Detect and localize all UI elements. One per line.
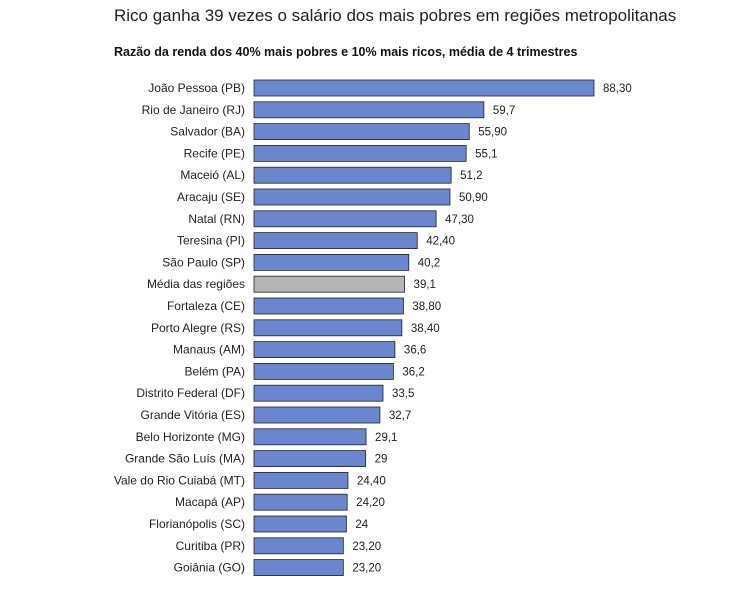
category-label: Belém (PA) xyxy=(185,364,245,378)
value-label: 24 xyxy=(355,519,368,531)
value-label: 39,1 xyxy=(414,279,436,291)
value-label: 88,30 xyxy=(603,83,632,95)
category-label: Teresina (PI) xyxy=(177,234,245,248)
value-label: 36,2 xyxy=(402,366,424,378)
category-label: Curitiba (PR) xyxy=(176,539,245,553)
bar xyxy=(253,232,418,250)
category-label: Fortaleza (CE) xyxy=(167,299,245,313)
category-label: Maceió (AL) xyxy=(180,168,245,182)
category-label: Média das regiões xyxy=(147,277,245,291)
value-label: 29 xyxy=(375,454,388,466)
bar xyxy=(253,450,367,468)
category-label: Florianópolis (SC) xyxy=(149,517,245,531)
value-label: 40,2 xyxy=(418,257,440,269)
value-label: 33,5 xyxy=(392,388,414,400)
category-label: Grande Vitória (ES) xyxy=(141,408,246,422)
bar xyxy=(253,144,467,162)
bar xyxy=(253,384,384,402)
category-label: Recife (PE) xyxy=(184,146,245,160)
category-label: Natal (RN) xyxy=(188,212,245,226)
bar xyxy=(253,537,344,555)
value-label: 29,1 xyxy=(375,432,397,444)
category-label: Belo Horizonte (MG) xyxy=(136,430,245,444)
value-label: 24,40 xyxy=(357,475,386,487)
bar xyxy=(253,471,349,489)
bar xyxy=(253,515,347,533)
category-label: Vale do Rio Cuiabá (MT) xyxy=(114,473,245,487)
category-label: Manaus (AM) xyxy=(173,343,245,357)
value-label: 38,80 xyxy=(412,301,441,313)
bar xyxy=(253,210,437,228)
bar xyxy=(253,428,367,446)
bar xyxy=(253,297,404,315)
bar xyxy=(253,166,452,184)
category-label: Rio de Janeiro (RJ) xyxy=(142,103,245,117)
value-label: 50,90 xyxy=(459,192,488,204)
bar xyxy=(253,188,451,206)
category-label: João Pessoa (PB) xyxy=(148,81,245,95)
value-label: 32,7 xyxy=(389,410,411,422)
value-label: 23,20 xyxy=(352,541,381,553)
bar-average xyxy=(253,275,405,293)
category-label: Porto Alegre (RS) xyxy=(151,321,245,335)
category-label: Salvador (BA) xyxy=(170,125,245,139)
bar xyxy=(253,493,348,511)
category-label: Grande São Luís (MA) xyxy=(125,452,245,466)
chart-title: Rico ganha 39 vezes o salário dos mais p… xyxy=(114,6,677,25)
value-label: 47,30 xyxy=(445,214,474,226)
category-label: Macapá (AP) xyxy=(175,495,245,509)
bar xyxy=(253,101,485,119)
value-label: 36,6 xyxy=(404,345,426,357)
value-label: 55,1 xyxy=(475,148,497,160)
bar xyxy=(253,362,394,380)
bar xyxy=(253,341,396,359)
bar xyxy=(253,319,403,337)
value-label: 51,2 xyxy=(460,170,482,182)
bar xyxy=(253,123,470,140)
bar xyxy=(253,559,344,576)
value-label: 59,7 xyxy=(493,105,515,117)
category-label: Distrito Federal (DF) xyxy=(136,386,245,400)
category-label: Goiânia (GO) xyxy=(174,561,245,575)
value-label: 23,20 xyxy=(352,563,381,575)
value-label: 55,90 xyxy=(478,127,507,139)
bar xyxy=(253,253,410,271)
value-label: 38,40 xyxy=(411,323,440,335)
value-label: 24,20 xyxy=(356,497,385,509)
category-label: São Paulo (SP) xyxy=(162,255,245,269)
bar xyxy=(253,406,381,424)
bars-group: João Pessoa (PB) 88,30 Rio de Janeiro (RJ)… xyxy=(114,79,632,576)
value-label: 42,40 xyxy=(426,236,455,248)
category-label: Aracaju (SE) xyxy=(177,190,245,204)
bar xyxy=(253,79,595,97)
chart-subtitle: Razão da renda dos 40% mais pobres e 10%… xyxy=(114,45,578,59)
